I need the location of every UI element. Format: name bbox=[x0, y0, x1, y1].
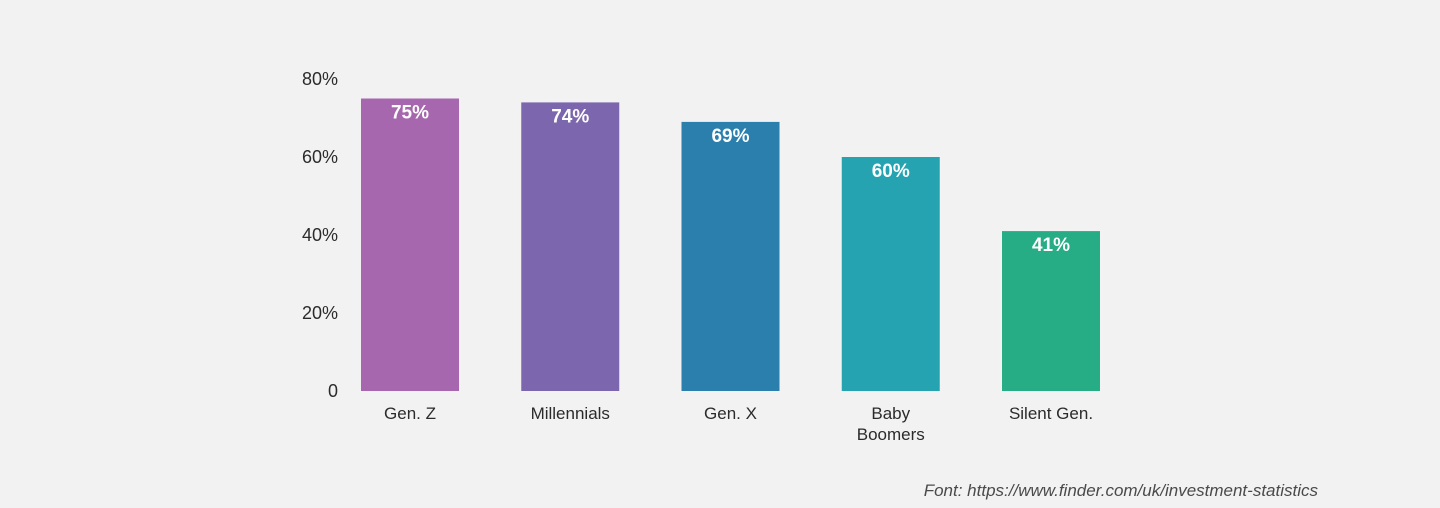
source-note: Font: https://www.finder.com/uk/investme… bbox=[923, 481, 1318, 500]
x-tick-label: Baby Boomers bbox=[857, 404, 925, 444]
data-labels-group: 75% 74% 69% 60% 41% bbox=[391, 103, 1070, 257]
bar bbox=[681, 121, 780, 392]
data-label: 75% bbox=[391, 103, 429, 124]
y-tick-label: 80% bbox=[302, 69, 338, 89]
bar bbox=[1002, 231, 1100, 391]
x-tick-label: Silent Gen. bbox=[1009, 404, 1093, 423]
y-axis: 0 20% 40% 60% 80% bbox=[302, 69, 338, 401]
y-tick-label: 0 bbox=[328, 381, 338, 401]
data-label: 69% bbox=[711, 126, 749, 147]
data-label: 41% bbox=[1032, 235, 1070, 256]
x-tick-label: Gen. Z bbox=[384, 404, 436, 423]
bar bbox=[521, 102, 620, 392]
bar bbox=[841, 157, 940, 391]
x-tick-label: Millennials bbox=[531, 404, 610, 423]
y-tick-label: 20% bbox=[302, 303, 338, 323]
data-label: 60% bbox=[872, 161, 910, 182]
x-tick-label: Gen. X bbox=[704, 404, 757, 423]
y-tick-label: 40% bbox=[302, 225, 338, 245]
x-axis: Gen. Z Millennials Gen. X Baby Boomers Silent… bbox=[384, 404, 1093, 444]
bars-group bbox=[361, 98, 1100, 392]
data-label: 74% bbox=[551, 106, 589, 127]
y-tick-label: 60% bbox=[302, 147, 338, 167]
bar bbox=[361, 98, 459, 391]
